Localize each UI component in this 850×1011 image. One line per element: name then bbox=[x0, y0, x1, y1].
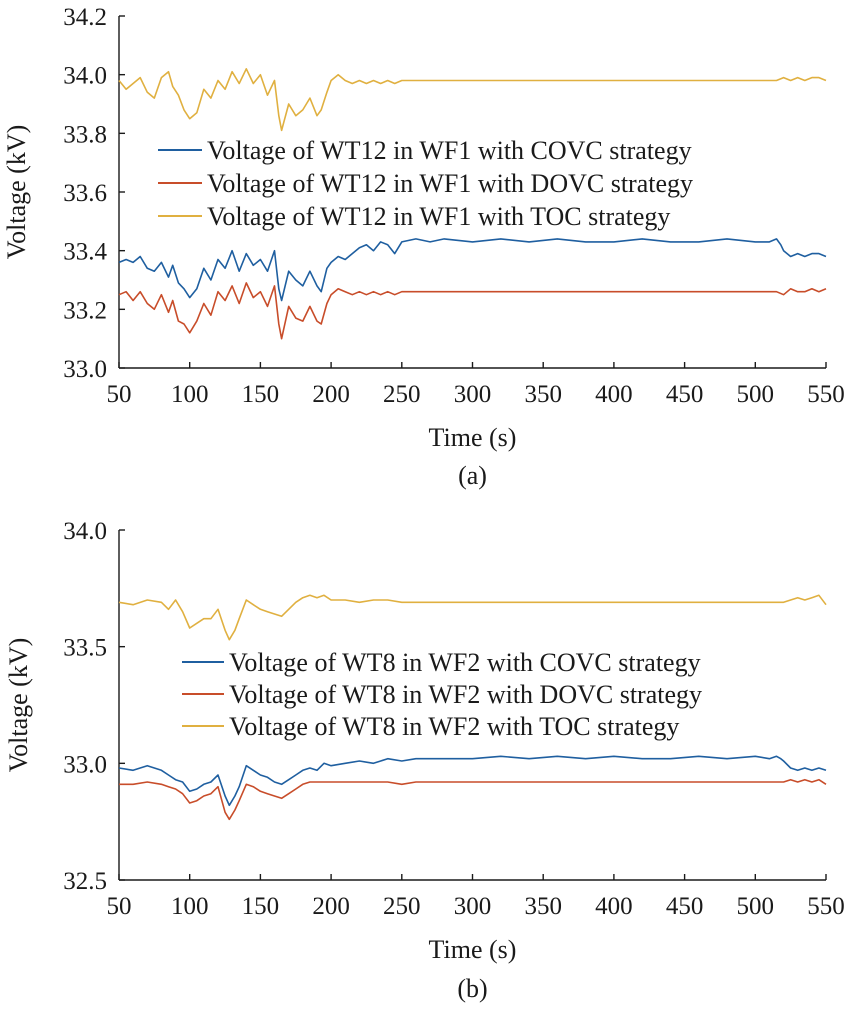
chart-a: 50 100 150 200 250 300 350 400 450 500 550 33.0 33.2… bbox=[2, 4, 845, 490]
y-tick-label: 33.6 bbox=[63, 180, 107, 207]
legend-label-1: Voltage of WT8 in WF2 with COVC strategy bbox=[229, 648, 701, 677]
x-tick-label: 500 bbox=[737, 381, 775, 408]
series-line-1 bbox=[118, 238, 827, 302]
chart-caption: (b) bbox=[457, 974, 487, 1003]
y-tick-label: 33.0 bbox=[63, 751, 107, 778]
y-tick-label: 33.5 bbox=[63, 635, 107, 662]
series-line-3 bbox=[118, 594, 827, 641]
x-tick-label: 250 bbox=[383, 381, 421, 408]
legend-label-1: Voltage of WT12 in WF1 with COVC strateg… bbox=[207, 136, 692, 165]
x-tick-label: 50 bbox=[107, 381, 132, 408]
x-tick-label: 400 bbox=[595, 893, 633, 920]
x-tick-label: 350 bbox=[524, 381, 562, 408]
y-tick-label: 33.0 bbox=[63, 356, 107, 383]
legend-label-2: Voltage of WT8 in WF2 with DOVC strategy bbox=[229, 680, 702, 709]
series-line-3 bbox=[118, 68, 827, 132]
x-tick-label: 550 bbox=[807, 893, 845, 920]
x-tick-label: 50 bbox=[107, 893, 132, 920]
x-tick-label: 300 bbox=[454, 893, 492, 920]
y-tick-label: 32.5 bbox=[63, 868, 107, 895]
series-line-2 bbox=[119, 778, 827, 821]
x-axis-title: Time (s) bbox=[429, 423, 517, 452]
x-tick-label: 200 bbox=[312, 381, 350, 408]
x-axis-title: Time (s) bbox=[429, 935, 517, 964]
y-tick-label: 34.2 bbox=[63, 4, 107, 31]
x-tick-label: 550 bbox=[807, 381, 845, 408]
x-tick-label: 100 bbox=[171, 893, 209, 920]
x-tick-label: 100 bbox=[171, 381, 209, 408]
x-tick-label: 150 bbox=[242, 893, 280, 920]
x-tick-label: 200 bbox=[312, 893, 350, 920]
legend-label-2: Voltage of WT12 in WF1 with DOVC strateg… bbox=[207, 169, 693, 198]
y-axis-title: Voltage (kV) bbox=[4, 638, 33, 773]
y-axis-title: Voltage (kV) bbox=[2, 125, 31, 260]
y-tick-label: 33.8 bbox=[63, 121, 107, 148]
chart-b: 50 100 150 200 250 300 350 400 450 500 550 32.5 33.0… bbox=[4, 518, 845, 1003]
series-line-1 bbox=[118, 755, 827, 807]
series-line-2 bbox=[118, 282, 827, 340]
legend-label-3: Voltage of WT12 in WF1 with TOC strategy bbox=[207, 202, 670, 231]
x-tick-label: 450 bbox=[666, 893, 704, 920]
y-tick-label: 34.0 bbox=[63, 63, 107, 90]
x-tick-label: 500 bbox=[737, 893, 775, 920]
x-tick-label: 300 bbox=[454, 381, 492, 408]
x-tick-label: 450 bbox=[666, 381, 704, 408]
legend-label-3: Voltage of WT8 in WF2 with TOC strategy bbox=[229, 712, 679, 741]
y-tick-label: 34.0 bbox=[63, 518, 107, 545]
x-tick-label: 400 bbox=[595, 381, 633, 408]
chart-caption: (a) bbox=[458, 461, 487, 490]
x-tick-label: 250 bbox=[383, 893, 421, 920]
x-tick-label: 350 bbox=[524, 893, 562, 920]
y-tick-label: 33.4 bbox=[63, 239, 107, 266]
x-tick-label: 150 bbox=[242, 381, 280, 408]
y-tick-label: 33.2 bbox=[63, 297, 107, 324]
